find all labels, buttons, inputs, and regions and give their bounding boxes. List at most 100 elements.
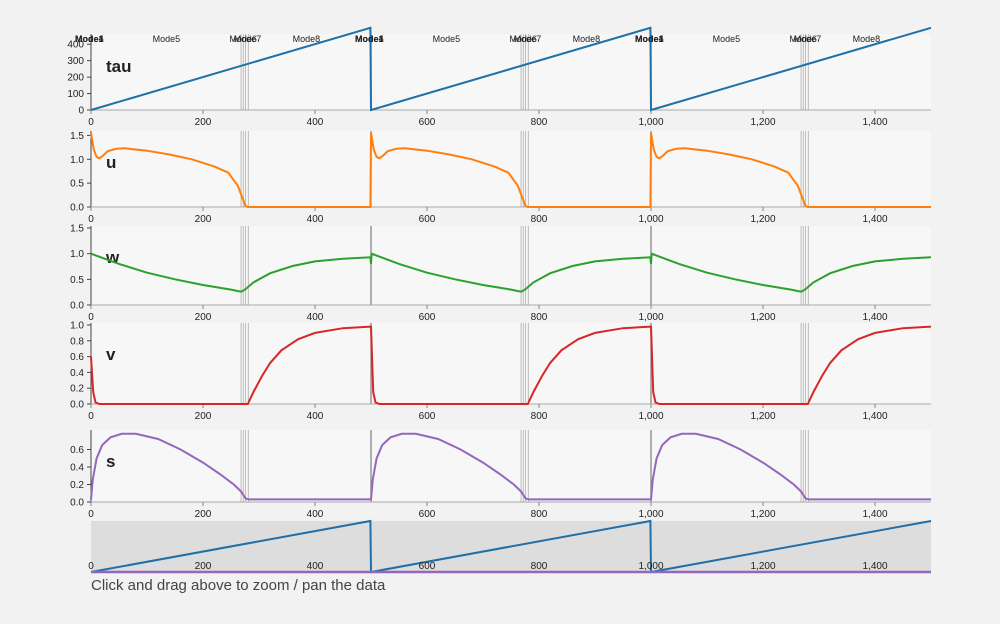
x-tick-label: 1,400 (862, 214, 887, 225)
y-tick-label: 0.8 (70, 336, 84, 347)
x-tick-label: 200 (195, 214, 212, 225)
x-tick-label: 400 (307, 509, 324, 520)
mode-label: Mode1 (75, 34, 104, 44)
mode-label: Mode7 (514, 34, 542, 44)
panel-v[interactable]: 0.0 0.2 0.4 0.6 0.8 1.0 0 200 400 600 800 1,000 1,20… (70, 321, 932, 423)
x-tick-label: 600 (419, 509, 436, 520)
x-tick-label: 1,000 (638, 214, 663, 225)
x-tick-label: 400 (307, 214, 324, 225)
x-tick-label: 0 (88, 214, 94, 225)
y-tick-label: 200 (67, 73, 84, 84)
x-tick-label: 1,400 (862, 312, 887, 323)
mode-label: Mode8 (573, 34, 601, 44)
x-tick-label: 1,400 (862, 509, 887, 520)
panel-background (91, 131, 931, 207)
y-tick-label: 100 (67, 89, 84, 100)
y-tick-label: 0.5 (70, 275, 84, 286)
y-tick-label: 0.4 (70, 463, 84, 474)
x-tick-label: 400 (307, 117, 324, 128)
mode-label: Mode6 (509, 34, 537, 44)
y-tick-label: 1.0 (70, 321, 84, 332)
zoom-hint-text: Click and drag above to zoom / pan the d… (91, 577, 386, 594)
panel-u[interactable]: 0.0 0.5 1.0 1.5 0 200 400 600 800 1,000 1,200 1,400… (70, 131, 931, 225)
x-tick-label: 200 (195, 312, 212, 323)
navigator-x-tick-label: 400 (307, 561, 324, 572)
mode-label: Mode4 (75, 34, 104, 44)
y-tick-label: 0.4 (70, 368, 84, 379)
navigator-x-tick-label: 0 (88, 561, 94, 572)
x-tick-label: 1,000 (638, 509, 663, 520)
panel-tau[interactable]: 0 100 200 300 400 0 200 400 600 800 1,000 1,200 1,40… (67, 26, 932, 128)
x-tick-label: 1,400 (862, 411, 887, 422)
y-tick-label: 300 (67, 56, 84, 67)
panel-background (91, 226, 931, 305)
x-tick-label: 800 (531, 509, 548, 520)
mode-label: Mode1 (355, 34, 384, 44)
x-tick-label: 600 (419, 411, 436, 422)
y-tick-label: 0.2 (70, 384, 84, 395)
navigator-tau-line (90, 519, 932, 574)
mode-label: Mode8 (853, 34, 881, 44)
series-label-s: s (106, 452, 115, 471)
series-line-w[interactable] (90, 252, 932, 293)
x-tick-label: 1,000 (638, 117, 663, 128)
x-tick-label: 600 (419, 117, 436, 128)
series-line-s[interactable] (90, 432, 931, 501)
panel-s[interactable]: 0.0 0.2 0.4 0.6 0 200 400 600 800 1,000 1,200 1,400… (70, 430, 931, 520)
x-tick-label: 1,200 (750, 411, 775, 422)
navigator-x-tick-label: 800 (531, 561, 548, 572)
x-tick-label: 400 (307, 312, 324, 323)
navigator-x-tick-label: 1,000 (638, 561, 663, 572)
mode-label: Mode7 (794, 34, 822, 44)
x-tick-label: 0 (88, 312, 94, 323)
x-tick-label: 0 (88, 117, 94, 128)
y-tick-label: 0.0 (70, 203, 84, 214)
x-tick-label: 0 (88, 411, 94, 422)
x-tick-label: 1,200 (750, 117, 775, 128)
x-tick-label: 200 (195, 411, 212, 422)
navigator-x-tick-label: 200 (195, 561, 212, 572)
series-line-tau[interactable] (90, 26, 932, 112)
x-tick-label: 1,400 (862, 117, 887, 128)
series-label-v: v (106, 345, 116, 364)
series-line-u[interactable] (90, 132, 931, 208)
panel-w[interactable]: 0.0 0.5 1.0 1.5 0 200 400 600 800 1,000 1,200 1,400… (70, 224, 932, 324)
y-tick-label: 0.2 (70, 480, 84, 491)
y-tick-label: 0.6 (70, 352, 84, 363)
x-tick-label: 0 (88, 509, 94, 520)
navigator-x-tick-label: 1,400 (862, 561, 887, 572)
y-tick-label: 0.6 (70, 445, 84, 456)
y-tick-label: 0.0 (70, 400, 84, 411)
y-tick-label: 1.0 (70, 155, 84, 166)
x-tick-label: 1,000 (638, 411, 663, 422)
x-tick-label: 200 (195, 117, 212, 128)
panel-background (91, 34, 931, 110)
x-tick-label: 800 (531, 411, 548, 422)
x-tick-label: 1,000 (638, 312, 663, 323)
x-tick-label: 1,200 (750, 312, 775, 323)
series-line-v[interactable] (90, 325, 932, 405)
x-tick-label: 1,200 (750, 214, 775, 225)
y-tick-label: 1.5 (70, 131, 84, 142)
navigator[interactable]: 0 200 400 600 800 1,000 1,200 1,400 (88, 519, 932, 574)
y-tick-label: 0.0 (70, 498, 84, 509)
panel-background (91, 323, 931, 404)
y-tick-label: 1.5 (70, 224, 84, 235)
navigator-x-tick-label: 1,200 (750, 561, 775, 572)
x-tick-label: 800 (531, 312, 548, 323)
x-tick-label: 400 (307, 411, 324, 422)
mode-label: Mode5 (713, 34, 741, 44)
mode-label: Mode5 (153, 34, 181, 44)
mode-label: Mode7 (234, 34, 262, 44)
panel-background (91, 430, 931, 502)
y-tick-label: 400 (67, 40, 84, 51)
navigator-x-tick-label: 600 (419, 561, 436, 572)
y-tick-label: 0.0 (70, 301, 84, 312)
mode-label: Mode6 (229, 34, 257, 44)
x-tick-label: 200 (195, 509, 212, 520)
y-tick-label: 0 (78, 106, 84, 117)
y-tick-label: 0.5 (70, 179, 84, 190)
mode-label: Mode6 (789, 34, 817, 44)
x-tick-label: 600 (419, 214, 436, 225)
